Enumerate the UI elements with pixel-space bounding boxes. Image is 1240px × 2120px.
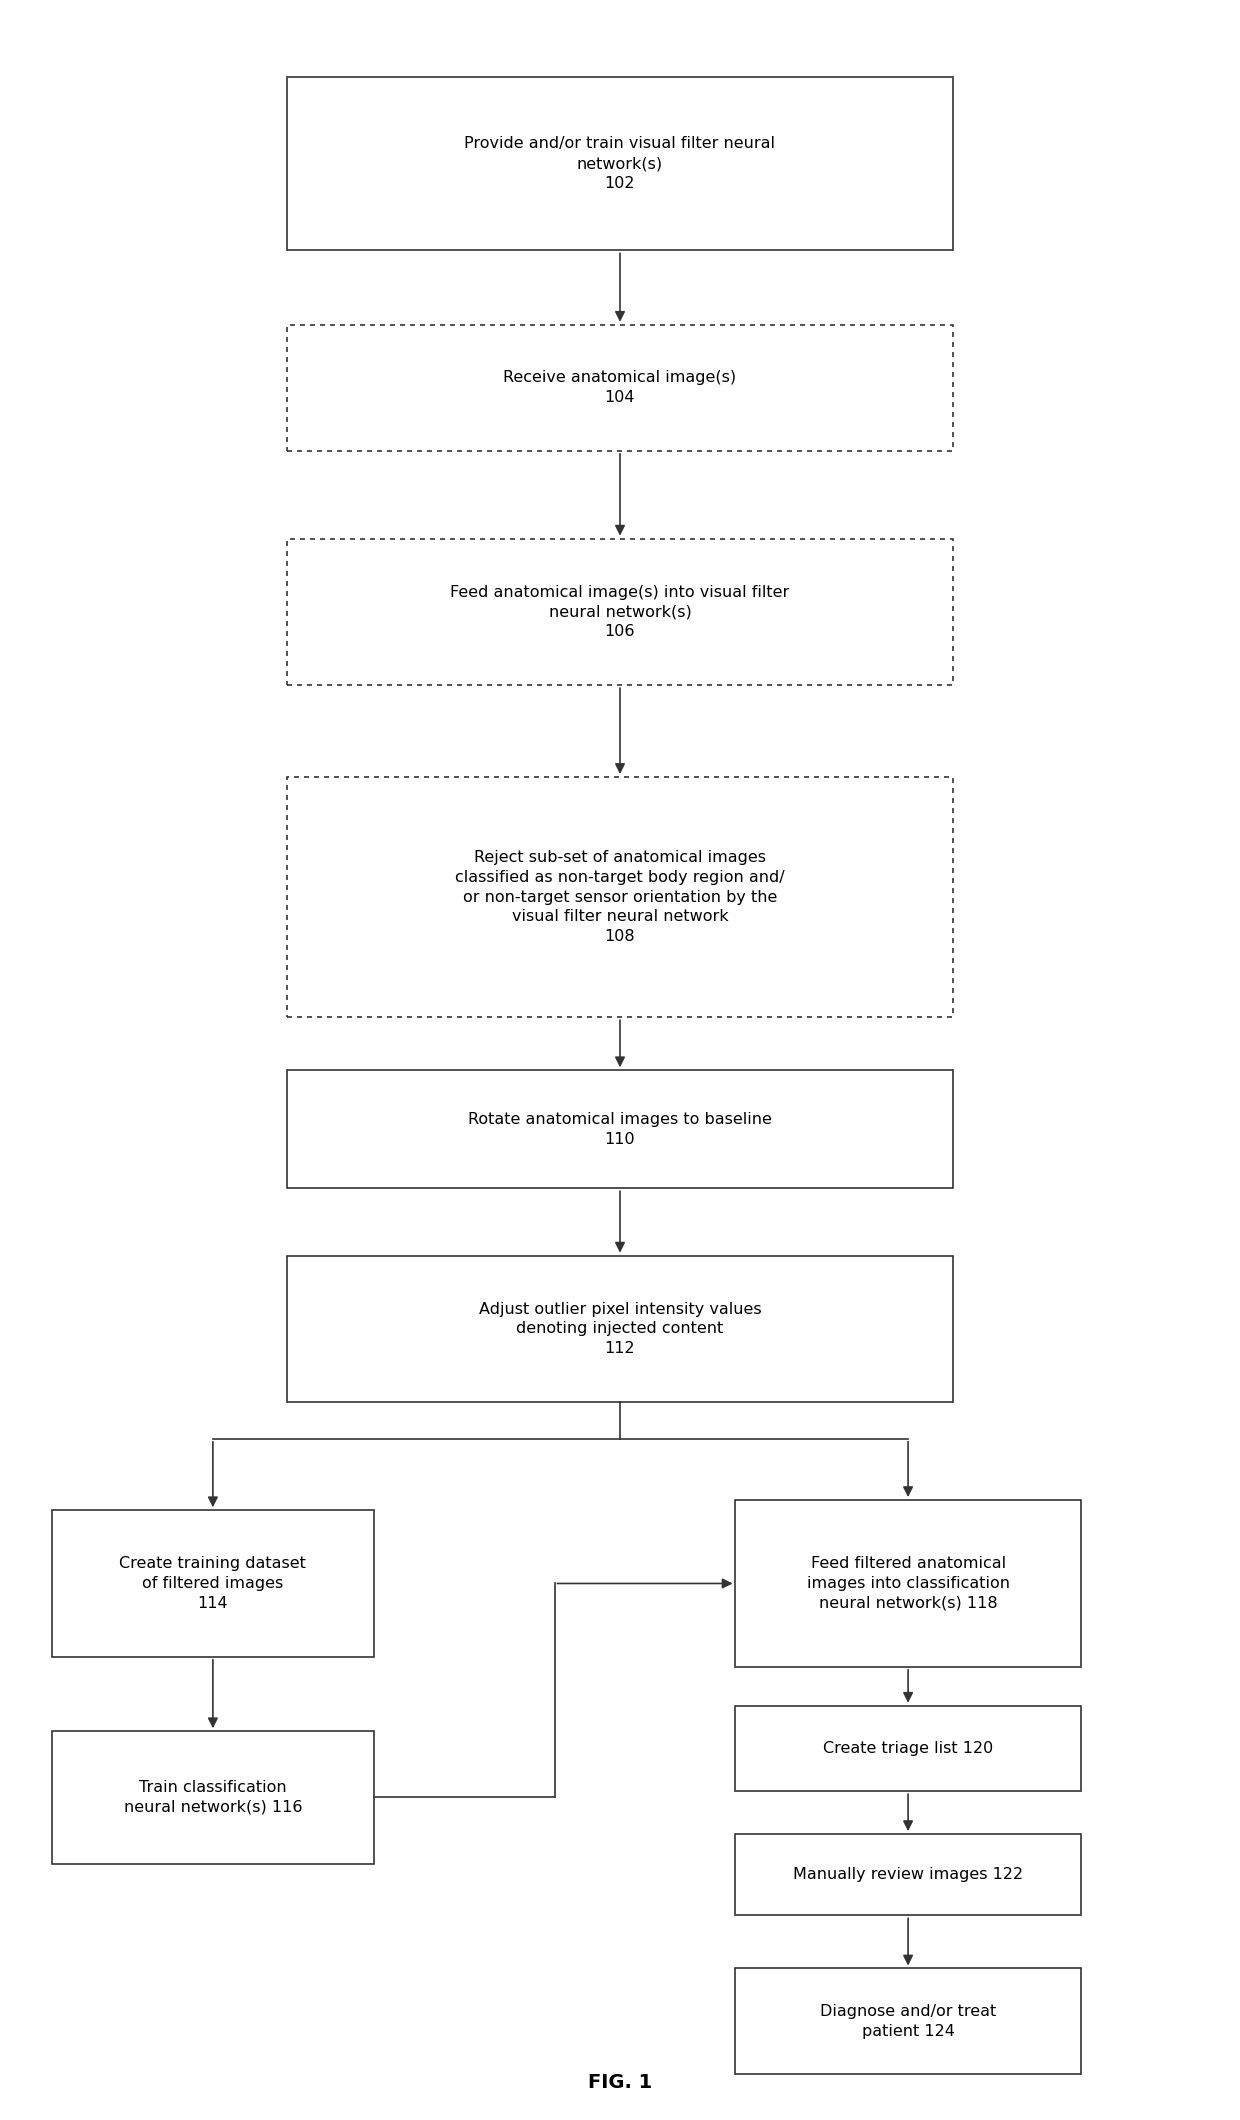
FancyBboxPatch shape [735,1501,1081,1666]
Text: FIG. 1: FIG. 1 [588,2073,652,2092]
FancyBboxPatch shape [735,1969,1081,2073]
Text: Adjust outlier pixel intensity values
denoting injected content
112: Adjust outlier pixel intensity values de… [479,1302,761,1357]
Text: Feed filtered anatomical
images into classification
neural network(s) 118: Feed filtered anatomical images into cla… [806,1556,1009,1611]
FancyBboxPatch shape [286,76,954,250]
Text: Rotate anatomical images to baseline
110: Rotate anatomical images to baseline 110 [467,1111,773,1147]
FancyBboxPatch shape [735,1707,1081,1791]
Text: Train classification
neural network(s) 116: Train classification neural network(s) 1… [124,1781,303,1815]
FancyBboxPatch shape [286,1071,954,1189]
Text: Create training dataset
of filtered images
114: Create training dataset of filtered imag… [119,1556,306,1611]
Text: Receive anatomical image(s)
104: Receive anatomical image(s) 104 [503,371,737,405]
Text: Feed anatomical image(s) into visual filter
neural network(s)
106: Feed anatomical image(s) into visual fil… [450,585,790,640]
FancyBboxPatch shape [52,1509,373,1658]
FancyBboxPatch shape [286,1255,954,1401]
FancyBboxPatch shape [286,538,954,685]
FancyBboxPatch shape [286,776,954,1018]
FancyBboxPatch shape [286,324,954,452]
Text: Manually review images 122: Manually review images 122 [794,1868,1023,1883]
FancyBboxPatch shape [735,1834,1081,1916]
Text: Diagnose and/or treat
patient 124: Diagnose and/or treat patient 124 [820,2003,996,2039]
Text: Create triage list 120: Create triage list 120 [823,1741,993,1755]
Text: Provide and/or train visual filter neural
network(s)
102: Provide and/or train visual filter neura… [465,136,775,191]
Text: Reject sub-set of anatomical images
classified as non-target body region and/
or: Reject sub-set of anatomical images clas… [455,850,785,943]
FancyBboxPatch shape [52,1732,373,1863]
